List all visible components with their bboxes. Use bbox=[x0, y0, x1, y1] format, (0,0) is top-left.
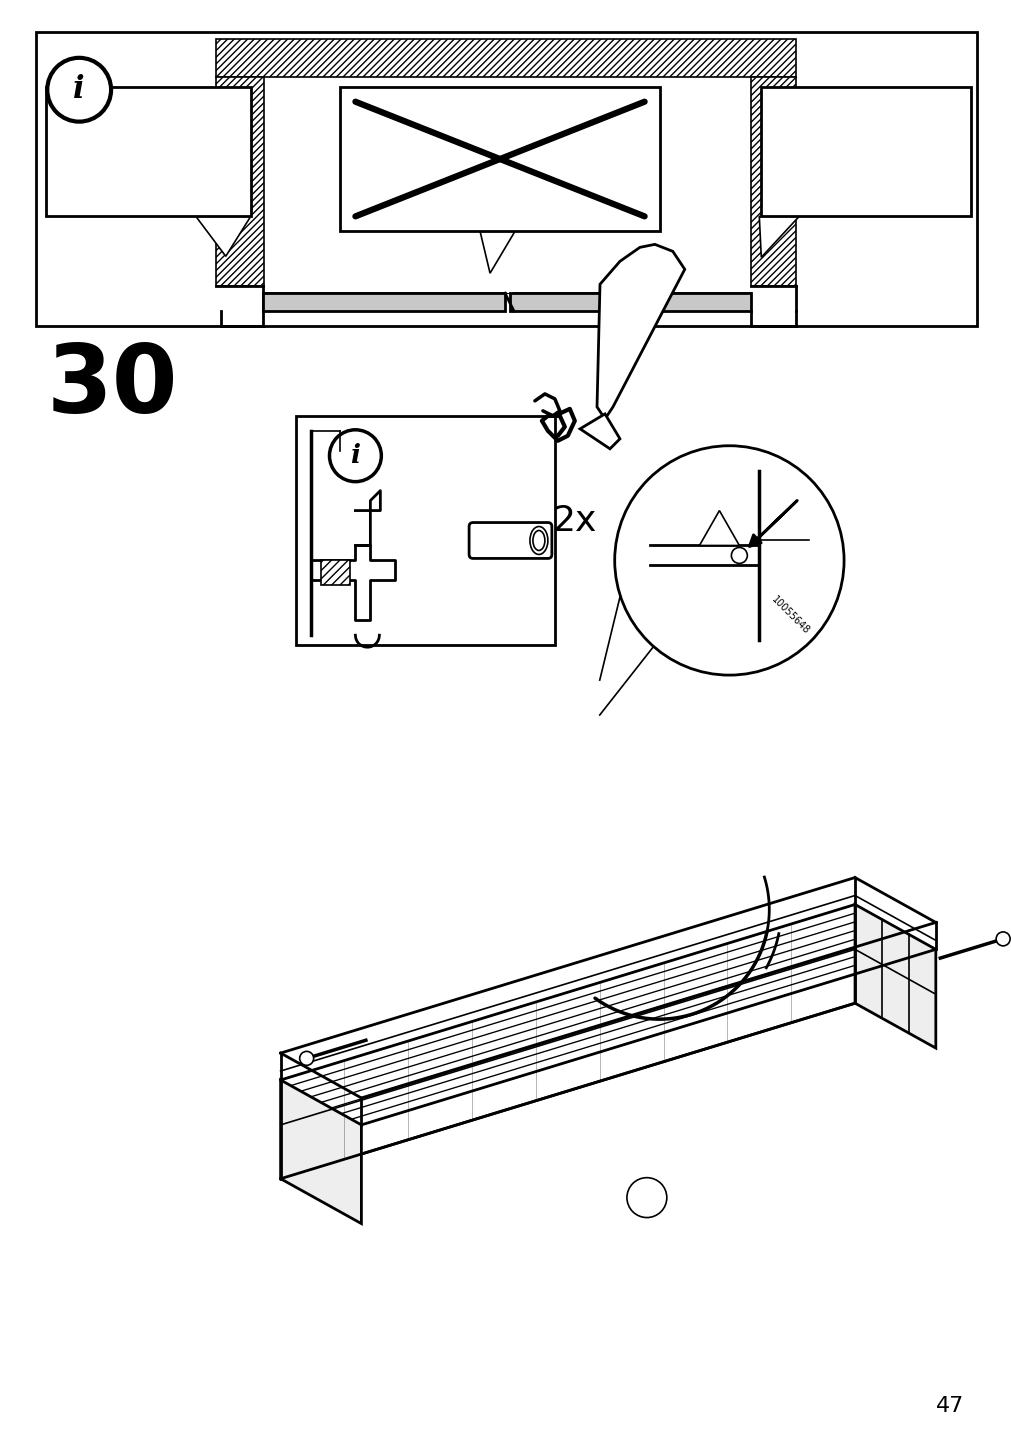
Bar bbox=[340, 87, 659, 232]
Polygon shape bbox=[196, 216, 251, 256]
Polygon shape bbox=[854, 905, 935, 1048]
Bar bbox=[510, 294, 750, 311]
Circle shape bbox=[995, 932, 1009, 947]
Circle shape bbox=[626, 1177, 666, 1217]
Text: 47: 47 bbox=[934, 1396, 962, 1416]
Bar bbox=[215, 39, 796, 77]
Ellipse shape bbox=[530, 527, 547, 554]
Text: i: i bbox=[73, 74, 85, 105]
Text: i: i bbox=[350, 444, 360, 468]
Polygon shape bbox=[758, 216, 799, 258]
Polygon shape bbox=[479, 232, 515, 274]
Bar bbox=[320, 560, 350, 586]
Circle shape bbox=[48, 57, 111, 122]
Text: 30: 30 bbox=[47, 341, 178, 432]
Circle shape bbox=[299, 1051, 313, 1065]
Bar bbox=[263, 294, 504, 311]
FancyBboxPatch shape bbox=[469, 523, 551, 558]
Bar bbox=[750, 77, 796, 286]
Polygon shape bbox=[596, 245, 684, 420]
Polygon shape bbox=[280, 1080, 361, 1223]
Ellipse shape bbox=[533, 530, 544, 550]
Bar bbox=[760, 87, 970, 216]
Polygon shape bbox=[699, 511, 739, 546]
Text: 10055648: 10055648 bbox=[768, 594, 811, 636]
Text: 2x: 2x bbox=[552, 504, 596, 537]
Circle shape bbox=[731, 547, 746, 563]
Bar bbox=[295, 415, 554, 646]
Bar bbox=[36, 32, 976, 326]
FancyArrowPatch shape bbox=[748, 500, 797, 547]
Bar bbox=[215, 77, 264, 286]
Circle shape bbox=[614, 445, 843, 674]
Polygon shape bbox=[579, 414, 620, 448]
Circle shape bbox=[330, 430, 381, 481]
Bar bbox=[47, 87, 251, 216]
